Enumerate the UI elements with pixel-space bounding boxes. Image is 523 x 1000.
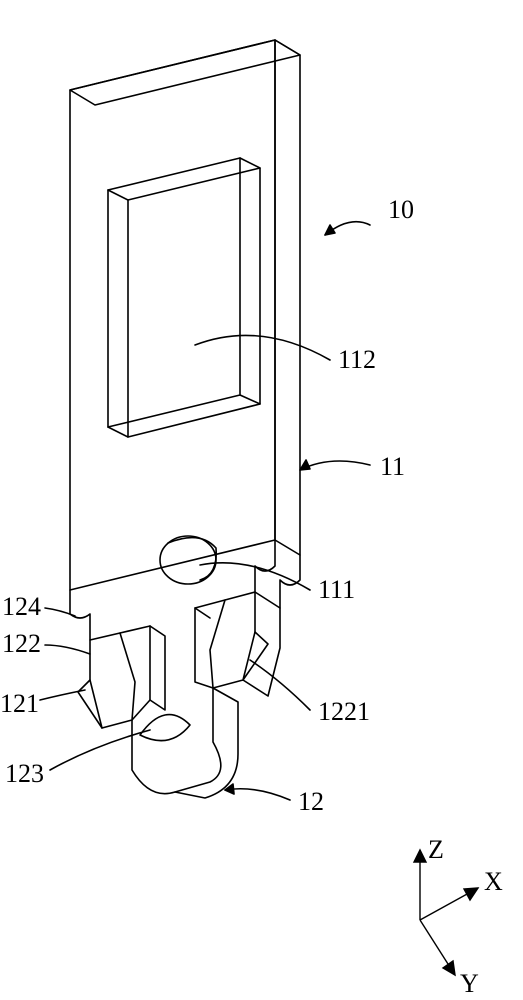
label-122: 122 [2,629,41,658]
label-121: 121 [0,689,39,718]
leader-123 [50,730,150,770]
left-barb [78,680,102,728]
label-12: 12 [298,787,324,816]
labels: 10 112 11 111 124 122 121 123 12 1221 Z … [0,195,503,998]
label-112: 112 [338,345,376,374]
gap-right-side [195,608,210,618]
gap-left-side [150,626,165,710]
window-depth-left [108,200,128,437]
leader-112 [195,335,330,360]
right-shoulder-side [280,555,300,608]
leader-1221 [250,660,310,710]
patent-figure: 10 112 11 111 124 122 121 123 12 1221 Z … [0,0,523,1000]
leader-12 [225,789,290,800]
plate-front-face [70,40,275,590]
label-111: 111 [318,575,355,604]
right-shoulder [255,540,275,592]
window-depth-right [240,168,260,404]
label-axis-x: X [484,867,503,896]
label-1221: 1221 [318,697,370,726]
axis-y-arrow [443,961,455,975]
axis-x-arrow [464,888,478,900]
window-depth-bottom [128,404,260,437]
left-tang-front [90,633,135,728]
leader-121 [40,690,85,700]
plate-top-face [70,40,300,105]
axis-triad [414,850,478,975]
leader-10-arrow [325,225,335,235]
axis-z-arrow [414,850,426,862]
label-123: 123 [5,759,44,788]
leader-122 [45,645,90,654]
tongue-front [132,688,221,794]
right-tang-side [243,592,280,696]
plate-right-face [275,40,300,555]
tongue-lance [140,715,190,741]
leader-11-arrow [300,460,310,470]
window-depth-top [108,158,260,200]
gap-left [120,626,150,720]
connector-part [40,40,370,800]
label-10: 10 [388,195,414,224]
label-124: 124 [2,592,41,621]
tongue-side [175,688,238,798]
label-axis-y: Y [460,969,479,998]
label-11: 11 [380,452,405,481]
label-axis-z: Z [428,835,444,864]
right-barb [243,632,268,680]
